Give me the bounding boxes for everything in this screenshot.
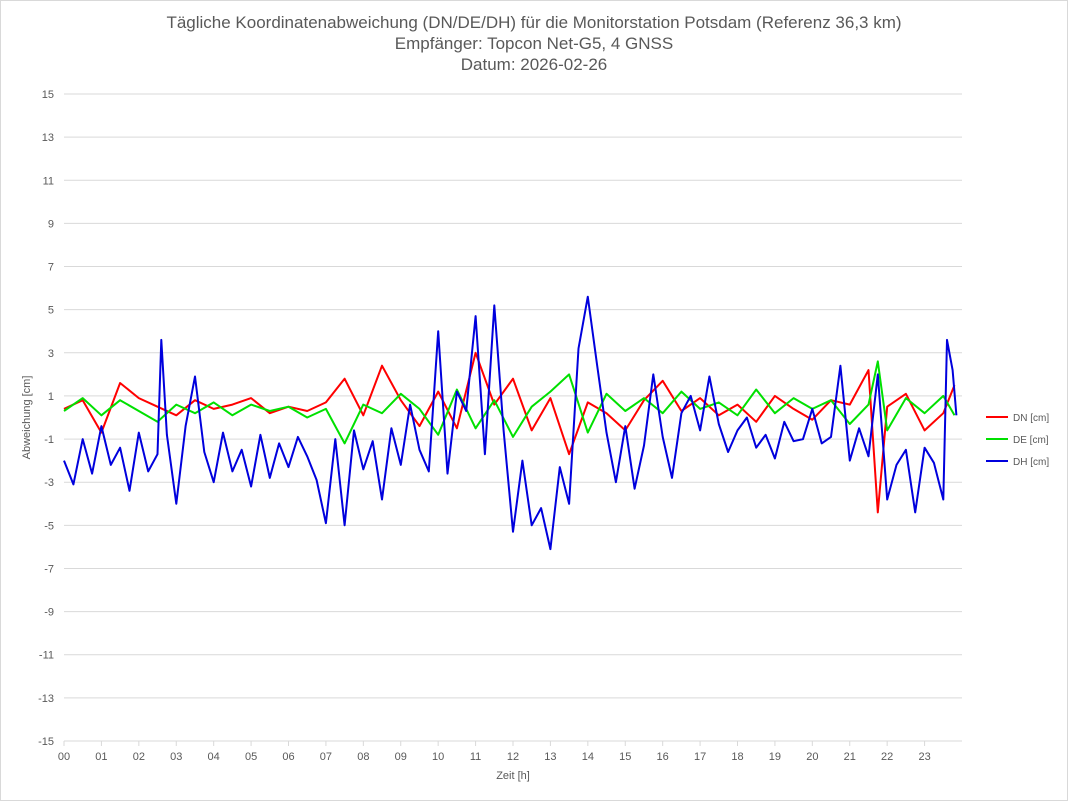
x-tick-label: 23 (918, 751, 930, 763)
x-tick-label: 07 (320, 751, 332, 763)
y-tick-label: -7 (44, 563, 54, 575)
chart-title-line-3: Datum: 2026-02-26 (460, 55, 608, 74)
x-axis-title: Zeit [h] (496, 770, 530, 782)
y-tick-label: 7 (48, 262, 54, 274)
legend-label: DH [cm] (1013, 457, 1049, 468)
x-tick-labels: 00 01 02 03 04 05 06 07 08 09 10 11 12 13 14 15 16 17 18 19… (58, 751, 931, 763)
chart-title-line-1: Tägliche Koordinatenabweichung (DN/DE/DH… (166, 13, 902, 32)
y-tick-label: 11 (43, 175, 54, 187)
x-tick-label: 14 (582, 751, 594, 763)
y-tick-label: -13 (38, 693, 54, 705)
y-tick-labels: 15 13 11 9 7 5 3 1 -1 -3 -5 -7 -9 -11 -13 -15 (38, 89, 54, 748)
y-tick-label: -5 (44, 520, 54, 532)
series-line-dh (63, 295, 958, 551)
x-tick-label: 17 (694, 751, 706, 763)
x-tick-label: 02 (133, 751, 145, 763)
x-tick-label: 00 (58, 751, 70, 763)
series-line-dn (63, 351, 956, 514)
y-tick-label: -9 (44, 607, 54, 619)
series-line-de (63, 360, 956, 445)
y-tick-label: -15 (38, 736, 54, 748)
y-axis-title: Abweichung [cm] (21, 376, 33, 460)
x-tick-label: 22 (881, 751, 893, 763)
x-tick-label: 06 (282, 751, 294, 763)
x-tick-label: 03 (170, 751, 182, 763)
x-tick-label: 12 (507, 751, 519, 763)
y-tick-label: 1 (48, 391, 54, 403)
legend-label: DN [cm] (1013, 413, 1049, 424)
x-tick-label: 09 (395, 751, 407, 763)
x-tick-label: 20 (806, 751, 818, 763)
x-tick-label: 16 (657, 751, 669, 763)
y-tick-label: -3 (44, 477, 54, 489)
x-tick-label: 05 (245, 751, 257, 763)
x-tick-label: 18 (731, 751, 743, 763)
x-tick-label: 01 (95, 751, 107, 763)
series-lines (63, 295, 958, 551)
legend: DN [cm] DE [cm] DH [cm] (986, 413, 1049, 468)
y-tick-label: 13 (42, 132, 54, 144)
x-tick-label: 15 (619, 751, 631, 763)
y-tick-label: 9 (48, 218, 54, 230)
y-tick-label: 15 (42, 89, 54, 101)
x-tick-label: 10 (432, 751, 444, 763)
gridlines (63, 93, 962, 746)
x-tick-label: 19 (769, 751, 781, 763)
x-tick-label: 08 (357, 751, 369, 763)
legend-label: DE [cm] (1013, 435, 1049, 446)
chart-title-line-2: Empfänger: Topcon Net-G5, 4 GNSS (394, 34, 674, 53)
x-tick-label: 13 (544, 751, 556, 763)
x-tick-label: 04 (208, 751, 220, 763)
y-tick-label: -1 (44, 434, 54, 446)
x-tick-label: 11 (470, 751, 481, 763)
y-tick-label: 3 (48, 348, 54, 360)
chart-title: Tägliche Koordinatenabweichung (DN/DE/DH… (0, 12, 1068, 75)
y-tick-label: 5 (48, 305, 54, 317)
y-tick-label: -11 (39, 650, 54, 662)
x-tick-label: 21 (844, 751, 856, 763)
